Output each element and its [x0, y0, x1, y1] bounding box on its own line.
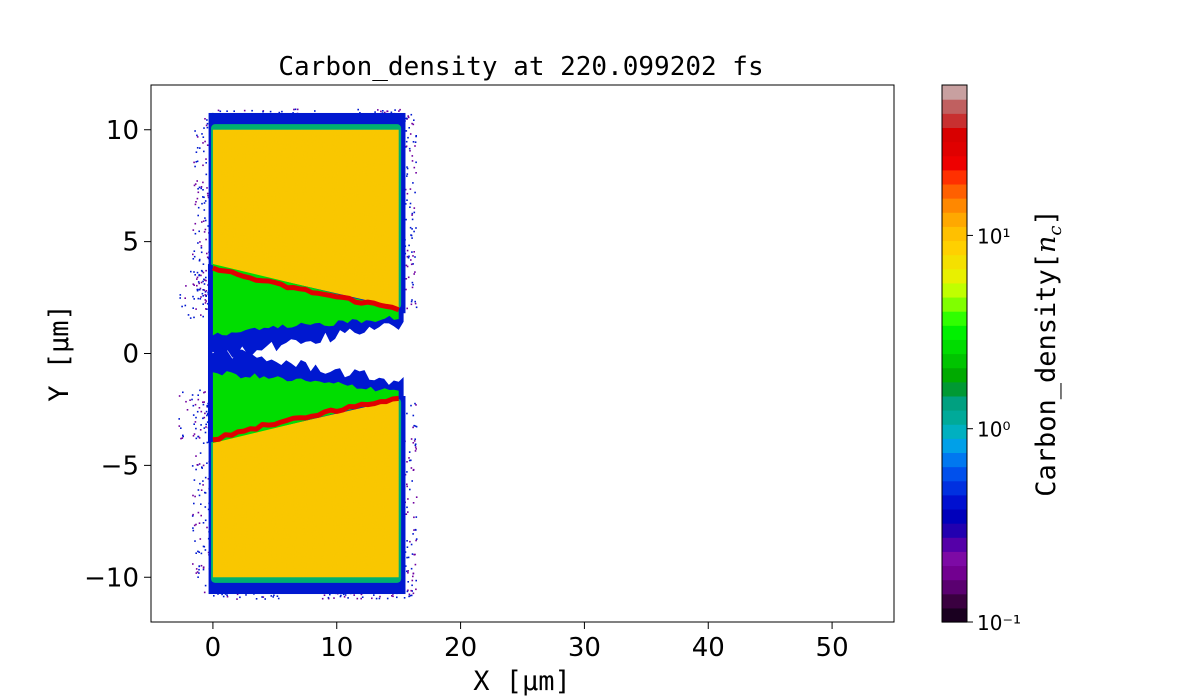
colorbar-segment [942, 99, 967, 114]
colorbar-segment [942, 523, 967, 538]
y-tick-label: −10 [84, 563, 139, 593]
colorbar-segment [942, 424, 967, 439]
plot-area [178, 108, 418, 600]
colorbar-tick-label: 10⁰ [977, 418, 1010, 442]
colorbar-segment [942, 579, 967, 595]
colorbar-segment [942, 551, 967, 567]
colorbar-segment [942, 311, 967, 326]
colorbar-segment [942, 353, 967, 369]
colorbar-segment [942, 254, 967, 270]
x-axis-label: X [μm] [473, 666, 571, 697]
colorbar-label: Carbon_density[nc] [1031, 209, 1066, 497]
colorbar-segment [942, 212, 967, 227]
colorbar-segment [942, 607, 967, 623]
colorbar-segment [942, 325, 967, 340]
colorbar-segment [942, 127, 967, 143]
density-ridge [211, 265, 400, 313]
y-tick-label: 5 [122, 228, 139, 258]
colorbar-segment [942, 339, 967, 355]
colorbar-frame [941, 84, 968, 623]
y-tick-label: 10 [106, 116, 139, 146]
colorbar-segment [942, 155, 967, 171]
x-tick-label: 20 [444, 633, 477, 663]
x-tick-label: 30 [568, 633, 601, 663]
x-tick-label: 10 [320, 633, 353, 663]
colorbar-segment [942, 565, 967, 581]
colorbar-segment [942, 183, 967, 199]
colorbar-segment [942, 169, 967, 185]
colorbar-segment [942, 410, 967, 425]
colorbar-segment [942, 113, 967, 128]
colorbar-segment [942, 480, 967, 496]
y-axis-label: Y [μm] [44, 304, 75, 402]
colorbar-segment [942, 367, 967, 383]
x-tick-label: 0 [205, 633, 222, 663]
x-tick-label: 40 [692, 633, 725, 663]
colorbar-segment [942, 452, 967, 468]
colorbar-segment [942, 381, 967, 397]
colorbar-segment [942, 395, 967, 411]
y-tick-label: −5 [101, 451, 139, 481]
colorbar-segment [942, 240, 967, 256]
colorbar: 10⁻¹ 10⁰ 10¹ [941, 84, 1021, 635]
colorbar-tick-label: 10¹ [977, 224, 1010, 248]
colorbar-segment [942, 508, 967, 524]
density-ridge [212, 395, 399, 443]
x-tick-label: 50 [816, 633, 849, 663]
colorbar-segment [942, 198, 967, 213]
colorbar-segment [942, 85, 967, 100]
x-axis: 0 10 20 30 40 50 [205, 622, 849, 663]
colorbar-segment [942, 438, 967, 454]
colorbar-segment [942, 466, 967, 482]
colorbar-segment [942, 296, 967, 312]
colorbar-segment [942, 537, 967, 552]
colorbar-tick-label: 10⁻¹ [977, 611, 1021, 635]
y-axis: −10 −5 0 5 10 [84, 116, 151, 593]
colorbar-segment [942, 282, 967, 298]
colorbar-segment [942, 268, 967, 284]
colorbar-segment [942, 141, 967, 157]
y-tick-label: 0 [122, 340, 139, 370]
chart-title: Carbon_density at 220.099202 fs [278, 52, 763, 82]
colorbar-segment [942, 593, 967, 609]
colorbar-segment [942, 226, 967, 242]
colorbar-segment [942, 494, 967, 510]
